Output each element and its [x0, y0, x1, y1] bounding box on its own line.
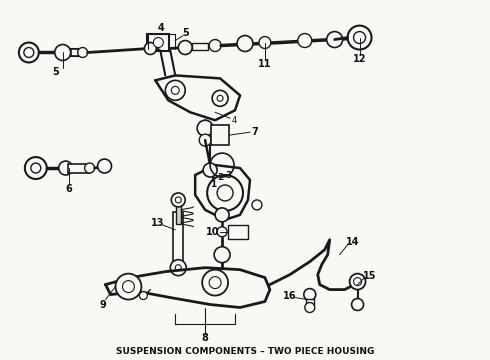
Circle shape	[217, 95, 223, 101]
Polygon shape	[155, 75, 240, 120]
Bar	[147, 33, 169, 51]
Circle shape	[140, 292, 147, 300]
Circle shape	[354, 32, 366, 44]
Text: 1: 1	[210, 180, 216, 189]
Circle shape	[237, 36, 253, 51]
Bar	[192, 43, 208, 50]
Circle shape	[212, 90, 228, 106]
Circle shape	[207, 175, 243, 211]
Circle shape	[31, 163, 41, 173]
Circle shape	[305, 302, 315, 312]
Circle shape	[349, 274, 366, 289]
Text: 12: 12	[353, 54, 367, 64]
Circle shape	[59, 161, 73, 175]
Circle shape	[165, 80, 185, 100]
Text: 8: 8	[202, 333, 209, 343]
Text: 10: 10	[206, 227, 220, 237]
Circle shape	[203, 163, 217, 177]
Text: 4: 4	[158, 23, 165, 33]
Circle shape	[347, 26, 371, 50]
Text: 7: 7	[251, 127, 258, 137]
Text: 4: 4	[231, 116, 237, 125]
Circle shape	[19, 42, 39, 62]
Text: 3: 3	[225, 171, 231, 180]
Circle shape	[215, 208, 229, 222]
Circle shape	[171, 260, 186, 276]
Circle shape	[197, 120, 213, 136]
Polygon shape	[105, 268, 270, 307]
Circle shape	[209, 276, 221, 289]
Circle shape	[175, 265, 181, 271]
Circle shape	[116, 274, 142, 300]
Text: 11: 11	[258, 59, 271, 69]
Circle shape	[55, 45, 71, 60]
Text: 6: 6	[65, 184, 72, 194]
Circle shape	[175, 197, 181, 203]
Text: SUSPENSION COMPONENTS – TWO PIECE HOUSING: SUSPENSION COMPONENTS – TWO PIECE HOUSIN…	[116, 347, 374, 356]
Circle shape	[172, 193, 185, 207]
Bar	[306, 298, 314, 305]
Circle shape	[252, 200, 262, 210]
Circle shape	[24, 48, 34, 58]
Circle shape	[209, 40, 221, 51]
Circle shape	[172, 86, 179, 94]
Text: 5: 5	[182, 28, 189, 37]
Circle shape	[199, 134, 211, 146]
Text: 13: 13	[150, 218, 164, 228]
Text: 16: 16	[283, 291, 296, 301]
Text: 14: 14	[346, 237, 359, 247]
Circle shape	[178, 41, 192, 54]
Circle shape	[77, 48, 88, 58]
Text: 2: 2	[217, 172, 223, 181]
Circle shape	[202, 270, 228, 296]
Text: 5: 5	[52, 67, 59, 77]
Circle shape	[304, 289, 316, 301]
Bar	[68, 163, 90, 172]
Circle shape	[122, 280, 134, 293]
Text: 15: 15	[363, 271, 376, 281]
Circle shape	[25, 157, 47, 179]
Circle shape	[153, 37, 163, 48]
Circle shape	[259, 37, 271, 49]
Bar	[228, 225, 248, 239]
Circle shape	[145, 42, 156, 54]
Circle shape	[298, 33, 312, 48]
Circle shape	[85, 163, 95, 173]
Bar	[176, 199, 181, 224]
Bar	[211, 125, 229, 145]
Bar	[71, 49, 83, 57]
Circle shape	[217, 185, 233, 201]
Circle shape	[214, 247, 230, 263]
Circle shape	[98, 159, 112, 173]
Text: 9: 9	[99, 300, 106, 310]
Polygon shape	[195, 165, 250, 220]
Circle shape	[352, 298, 364, 310]
Circle shape	[327, 32, 343, 48]
Circle shape	[217, 227, 227, 237]
Bar	[173, 212, 183, 267]
Circle shape	[354, 278, 362, 285]
